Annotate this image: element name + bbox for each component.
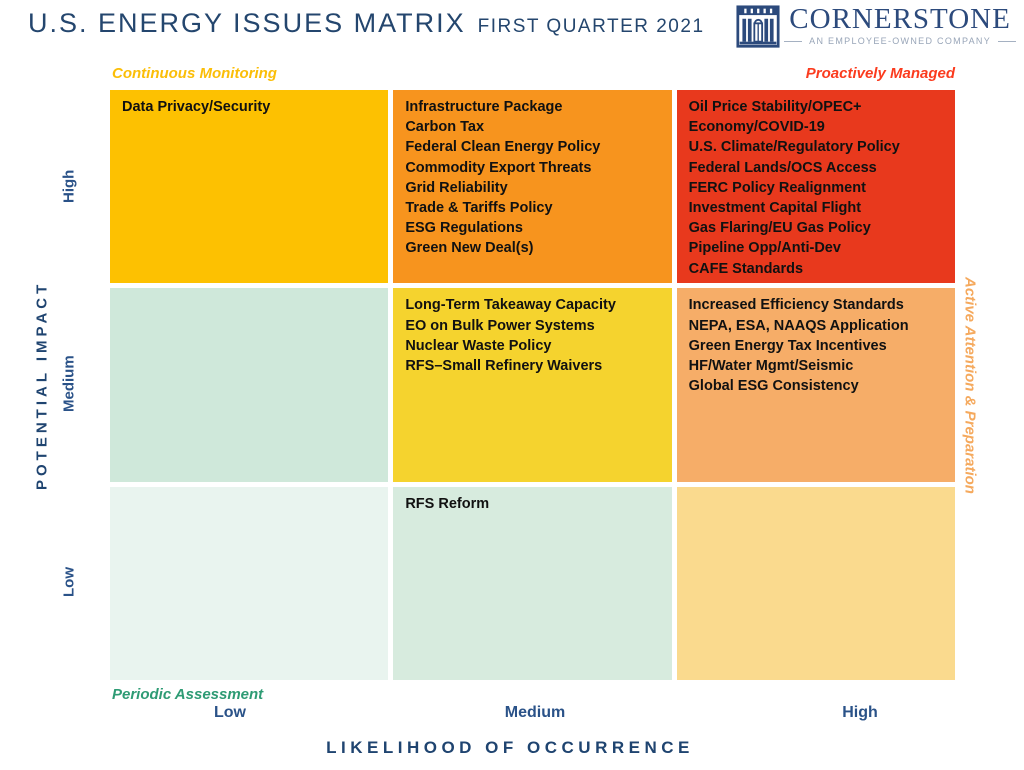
tagline-rule-left (784, 40, 803, 42)
issue-item: Pipeline Opp/Anti-Dev (688, 240, 841, 257)
label-periodic-assessment: Periodic Assessment (112, 686, 264, 703)
issue-item: Investment Capital Flight (688, 200, 862, 217)
issue-item: Data Privacy/Security (122, 99, 271, 115)
issue-item: FERC Policy Realignment (688, 179, 866, 196)
issue-item: Carbon Tax (405, 119, 485, 136)
y-tick-medium: Medium (60, 355, 78, 413)
issue-item: Federal Lands/OCS Access (688, 159, 877, 176)
x-tick-medium: Medium (504, 704, 566, 721)
issue-item: Green New Deal(s) (405, 240, 534, 257)
issue-item: ESG Regulations (405, 220, 523, 237)
issue-item: RFS Reform (405, 495, 490, 512)
issue-item: CAFE Standards (688, 260, 804, 277)
issue-item: RFS–Small Refinery Waivers (405, 357, 603, 374)
matrix-cell-medium-high: Increased Efficiency Standards NEPA, ESA,… (676, 288, 955, 482)
matrix-cell-low-low (110, 486, 389, 680)
page-title-quarter: FIRST QUARTER 2021 (477, 16, 705, 37)
issue-item: Nuclear Waste Policy (405, 337, 552, 354)
y-tick-high: High (60, 169, 78, 204)
x-tick-high: High (842, 704, 878, 721)
issue-item: Global ESG Consistency (688, 378, 859, 395)
matrix-cell-low-high (676, 486, 955, 680)
page-title-main: U.S. ENERGY ISSUES MATRIX (28, 8, 466, 38)
logo-company-name: CORNERSTONE (789, 3, 1011, 35)
y-axis-title: POTENTIAL IMPACT (33, 280, 51, 490)
issue-item: Federal Clean Energy Policy (405, 139, 601, 156)
building-columns-icon (736, 4, 780, 55)
issue-item: HF/Water Mgmt/Seismic (688, 357, 854, 374)
x-axis-title: LIKELIHOOD OF OCCURRENCE (326, 738, 694, 757)
matrix-cell-high-medium: Infrastructure Package Carbon Tax Federal … (393, 90, 672, 284)
issue-item: Increased Efficiency Standards (688, 297, 904, 314)
y-tick-low: Low (60, 567, 78, 598)
label-proactively-managed: Proactively Managed (805, 65, 955, 82)
issue-item: EO on Bulk Power Systems (405, 317, 595, 334)
matrix-cell-medium-medium: Long-Term Takeaway Capacity EO on Bulk Po… (393, 288, 672, 482)
issue-item: Gas Flaring/EU Gas Policy (688, 220, 871, 237)
issue-item: Infrastructure Package (405, 99, 563, 115)
label-active-attention-preparation: Active Attention & Preparation (961, 276, 979, 494)
issue-item: Green Energy Tax Incentives (688, 337, 887, 354)
issue-item: NEPA, ESA, NAAQS Application (688, 317, 909, 334)
issue-item: U.S. Climate/Regulatory Policy (688, 139, 900, 156)
logo-tagline: AN EMPLOYEE-OWNED COMPANY (784, 36, 1016, 46)
matrix-cell-high-low: Data Privacy/Security (110, 90, 389, 284)
tagline-rule-right (998, 40, 1016, 42)
label-continuous-monitoring: Continuous Monitoring (112, 65, 277, 82)
logo-tagline-text: AN EMPLOYEE-OWNED COMPANY (809, 36, 991, 46)
matrix-cell-low-medium: RFS Reform (393, 486, 672, 680)
issue-item: Commodity Export Threats (405, 159, 592, 176)
issue-item: Oil Price Stability/OPEC+ (688, 99, 862, 115)
issue-item: Grid Reliability (405, 179, 508, 196)
issue-item: Economy/COVID-19 (688, 119, 825, 136)
logo-text: CORNERSTONE AN EMPLOYEE-OWNED COMPANY (784, 4, 1016, 46)
x-tick-low: Low (214, 704, 246, 721)
matrix-cell-medium-low (110, 288, 389, 482)
matrix-grid: Data Privacy/Security Infrastructure Pac… (110, 90, 955, 680)
cornerstone-logo: CORNERSTONE AN EMPLOYEE-OWNED COMPANY (736, 4, 1016, 55)
matrix-cell-high-high: Oil Price Stability/OPEC+ Economy/COVID-1… (676, 90, 955, 284)
issue-item: Long-Term Takeaway Capacity (405, 297, 616, 314)
issue-item: Trade & Tariffs Policy (405, 200, 553, 217)
page-title: U.S. ENERGY ISSUES MATRIX FIRST QUARTER … (28, 8, 705, 39)
